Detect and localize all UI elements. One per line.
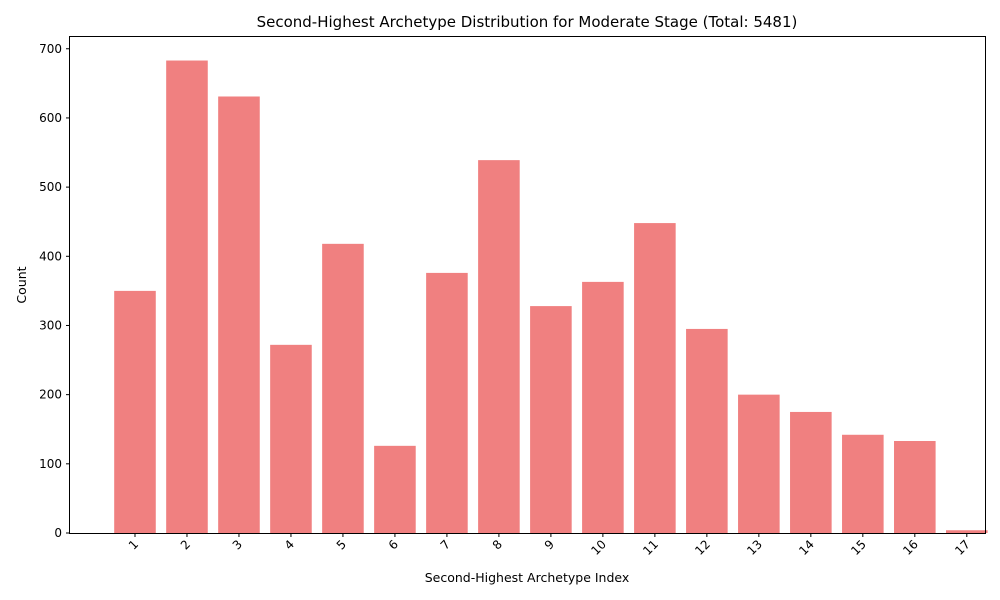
bar-3 (218, 96, 260, 533)
bar-2 (166, 60, 208, 533)
y-axis: 0 100 200 300 400 500 600 700 (39, 42, 70, 540)
x-tick-label-7: 7 (438, 537, 453, 552)
y-tick-label-500: 500 (39, 180, 62, 194)
x-tick-label-15: 15 (848, 537, 869, 558)
bars-group (114, 60, 988, 534)
y-tick-label-600: 600 (39, 111, 62, 125)
bar-6 (374, 445, 416, 533)
x-tick-label-6: 6 (386, 537, 401, 552)
x-tick-label-12: 12 (692, 537, 713, 558)
y-tick-label-100: 100 (39, 457, 62, 471)
y-tick-label-400: 400 (39, 249, 62, 263)
bar-10 (582, 281, 624, 533)
bar-11 (634, 223, 676, 533)
y-tick-label-0: 0 (54, 526, 62, 540)
x-tick-label-9: 9 (542, 537, 557, 552)
bar-9 (530, 306, 572, 533)
x-tick-label-2: 2 (178, 537, 193, 552)
x-tick-label-1: 1 (126, 537, 141, 552)
plot-frame (69, 36, 986, 534)
x-tick-label-3: 3 (230, 537, 245, 552)
y-tick-label-700: 700 (39, 42, 62, 56)
x-axis-label: Second-Highest Archetype Index (425, 570, 630, 585)
bar-17 (946, 530, 988, 533)
x-tick-label-13: 13 (744, 537, 765, 558)
y-tick-label-300: 300 (39, 318, 62, 332)
x-tick-label-8: 8 (490, 537, 505, 552)
bar-15 (842, 434, 884, 533)
bar-13 (738, 394, 780, 533)
bar-4 (270, 344, 312, 533)
x-tick-label-4: 4 (282, 537, 297, 552)
bar-7 (426, 272, 468, 533)
y-tick-label-200: 200 (39, 388, 62, 402)
bar-14 (790, 411, 832, 533)
x-axis: 1 2 3 4 5 6 7 8 9 10 11 12 13 14 15 16 17 (126, 533, 973, 558)
x-tick-label-17: 17 (952, 537, 973, 558)
bar-1 (114, 290, 156, 533)
x-tick-label-16: 16 (900, 537, 921, 558)
bar-12 (686, 328, 728, 533)
x-tick-label-14: 14 (796, 537, 817, 558)
x-tick-label-10: 10 (588, 537, 609, 558)
bar-5 (322, 243, 364, 534)
x-tick-label-11: 11 (640, 537, 661, 558)
bar-8 (478, 160, 520, 533)
bar-16 (894, 440, 936, 533)
x-tick-label-5: 5 (334, 537, 349, 552)
chart-title: Second-Highest Archetype Distribution fo… (257, 13, 798, 31)
y-axis-label: Count (14, 266, 29, 303)
